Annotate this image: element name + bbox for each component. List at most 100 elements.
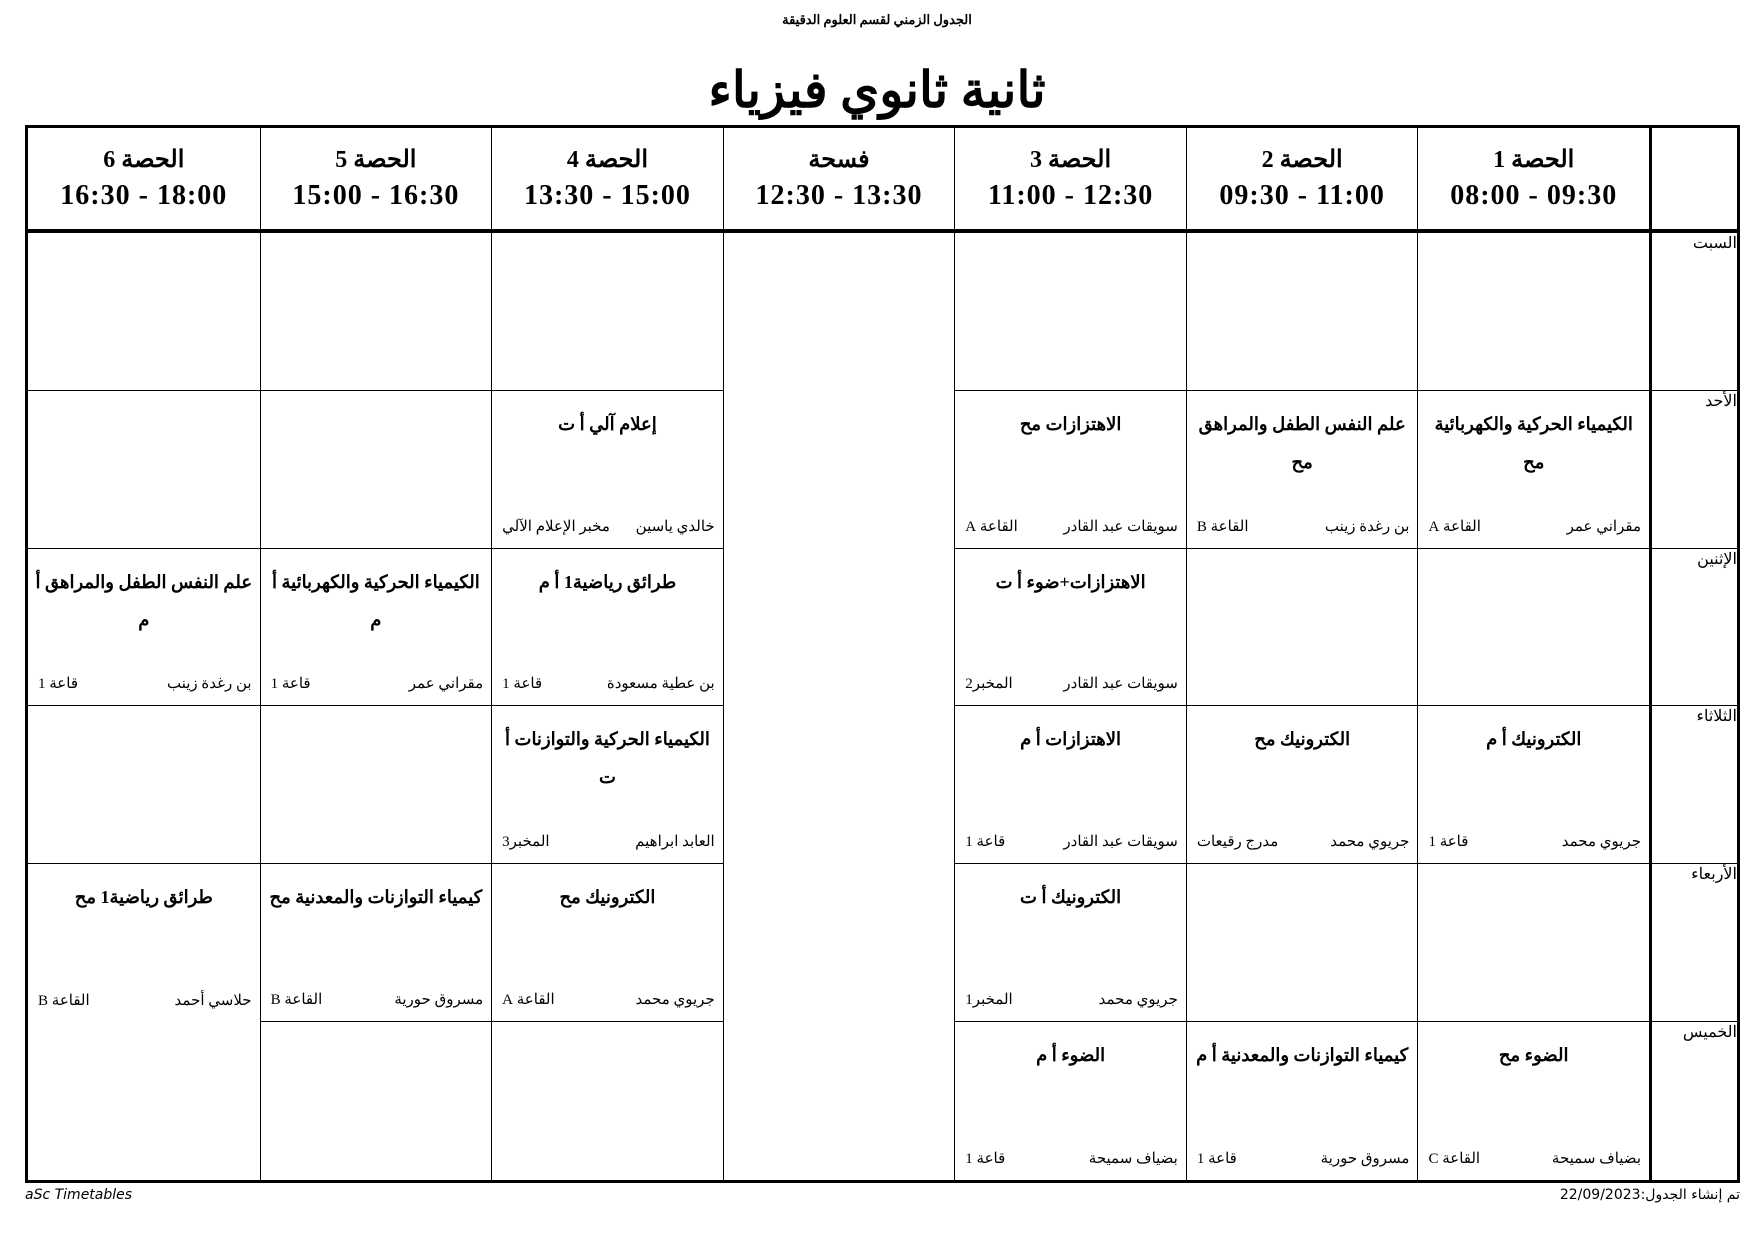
lesson-teacher: مسروق حورية [394, 992, 484, 1009]
lesson-cell[interactable]: كيمياء التوازنات والمعدنية مح مسروق حورية… [259, 864, 492, 1023]
lesson-cell[interactable]: الكيمياء الحركية والتوازنات أ ت العابد اب… [491, 706, 723, 865]
lesson-cell[interactable]: الضوء أ م بضياف سميحة قاعة 1 [954, 1022, 1186, 1180]
period-label: الحصة 2 [1261, 147, 1343, 173]
lesson-cell[interactable]: الاهتزازات مح سويقات عبد القادر القاعة A [954, 390, 1186, 549]
empty-cell [259, 390, 492, 549]
lesson-subject: علم النفس الطفل والمراهق مح [1198, 413, 1406, 472]
period-time: 08:00 - 09:30 [1450, 180, 1618, 211]
lesson-cell[interactable]: الكترونيك مح جريوي محمد مدرج رقيعات [1185, 706, 1418, 865]
break-column [722, 233, 955, 1180]
department-caption: الجدول الزمني لقسم العلوم الدقيقة [782, 12, 972, 27]
empty-cell [491, 233, 723, 391]
lesson-teacher: جريوي محمد [1561, 834, 1641, 851]
lesson-room: قاعة 1 [1196, 1150, 1237, 1167]
empty-cell [491, 1022, 723, 1180]
empty-cell [1417, 864, 1649, 1023]
day-label-cell: الخميس [1649, 1022, 1737, 1180]
lesson-room: قاعة 1 [38, 676, 78, 693]
footer-created-date: تم إنشاء الجدول:22/09/2023 [1559, 1187, 1740, 1203]
lesson-room: قاعة 1 [965, 834, 1006, 851]
lesson-teacher: بن رغدة زينب [166, 676, 252, 693]
lesson-room: المخبر3 [502, 834, 550, 851]
lesson-teacher: سويقات عبد القادر [1063, 518, 1178, 535]
header-period-1: الحصة 1 08:00 - 09:30 [1417, 128, 1649, 233]
period-time: 13:30 - 15:00 [523, 180, 691, 211]
period-label: الحصة 1 [1493, 147, 1575, 173]
empty-cell [28, 1022, 260, 1180]
lesson-cell[interactable]: الاهتزازات+ضوء أ ت سويقات عبد القادر المخب… [954, 548, 1186, 707]
lesson-room: قاعة 1 [502, 676, 543, 693]
lesson-subject: الكترونيك أ ت [1020, 887, 1122, 908]
lesson-cell[interactable]: الاهتزازات أ م سويقات عبد القادر قاعة 1 [954, 706, 1186, 865]
day-label-cell: الأحد [1649, 390, 1737, 549]
lesson-teacher: خالدي ياسين [635, 518, 715, 535]
empty-cell [28, 233, 260, 391]
lesson-cell[interactable]: الكيمياء الحركية والكهربائية مح مقراني عم… [1417, 390, 1649, 549]
lesson-cell[interactable]: طرائق رياضية1 أ م بن عطية مسعودة قاعة 1 [491, 548, 723, 707]
header-period-4: الحصة 4 13:30 - 15:00 [491, 128, 723, 233]
lesson-cell[interactable]: الكترونيك أ ت جريوي محمد المخبر1 [954, 864, 1186, 1023]
lesson-subject: الضوء مح [1498, 1045, 1569, 1066]
empty-cell [954, 233, 1186, 391]
day-name: الأحد [1705, 392, 1737, 410]
day-name: الأربعاء [1691, 866, 1737, 884]
lesson-room: القاعة A [965, 518, 1018, 535]
lesson-subject: الكترونيك مح [559, 887, 656, 908]
day-name: الخميس [1682, 1024, 1737, 1042]
lesson-teacher: جريوي محمد [635, 992, 715, 1009]
lesson-subject: علم النفس الطفل والمراهق أ م [35, 571, 253, 630]
corner-cell [1649, 128, 1737, 233]
lesson-room: القاعة A [502, 992, 555, 1009]
period-time: 15:00 - 16:30 [292, 180, 460, 211]
lesson-teacher: سويقات عبد القادر [1063, 834, 1178, 851]
lesson-cell[interactable]: الكترونيك أ م جريوي محمد قاعة 1 [1417, 706, 1649, 865]
period-label: الحصة 6 [103, 147, 185, 173]
lesson-cell[interactable]: علم النفس الطفل والمراهق أ م بن رغدة زينب… [28, 549, 260, 707]
lesson-subject: كيمياء التوازنات والمعدنية أ م [1196, 1045, 1409, 1066]
lesson-room: المخبر2 [965, 676, 1013, 693]
empty-cell [1417, 548, 1649, 707]
header-period-3: الحصة 3 11:00 - 12:30 [954, 128, 1186, 233]
lesson-subject: إعلام آلي أ ت [558, 413, 657, 434]
empty-cell [259, 233, 492, 391]
timetable-grid: الحصة 1 08:00 - 09:30 الحصة 2 09:30 - 11:00… [25, 125, 1740, 1183]
lesson-subject: الاهتزازات أ م [1020, 729, 1122, 750]
period-time: 11:00 - 12:30 [987, 180, 1154, 211]
lesson-room: مدرج رقيعات [1196, 834, 1279, 851]
day-name: الإثنين [1697, 550, 1737, 568]
header-period-5: الحصة 5 15:00 - 16:30 [259, 128, 492, 233]
lesson-room: القاعة A [1428, 518, 1481, 535]
lesson-cell[interactable]: كيمياء التوازنات والمعدنية أ م مسروق حوري… [1185, 1022, 1418, 1180]
lesson-room: القاعة B [1196, 518, 1249, 535]
lesson-teacher: بضياف سميحة [1551, 1150, 1641, 1167]
lesson-subject: الضوء أ م [1036, 1045, 1106, 1066]
lesson-subject: الكيمياء الحركية والتوازنات أ ت [505, 729, 710, 788]
lesson-teacher: مقراني عمر [1566, 518, 1641, 535]
lesson-cell[interactable]: إعلام آلي أ ت خالدي ياسين مخبر الإعلام الآ… [491, 390, 723, 549]
lesson-subject: طرائق رياضية1 مح [74, 887, 213, 908]
lesson-subject: كيمياء التوازنات والمعدنية مح [269, 887, 483, 908]
empty-cell [1185, 548, 1418, 707]
lesson-teacher: حلاسي أحمد [174, 993, 252, 1010]
lesson-cell[interactable]: الكيمياء الحركية والكهربائية أ م مقراني ع… [259, 548, 492, 707]
lesson-subject: الكيمياء الحركية والكهربائية مح [1434, 413, 1633, 472]
day-label-cell: السبت [1649, 233, 1737, 391]
lesson-room: القاعة C [1428, 1150, 1481, 1167]
lesson-room: قاعة 1 [270, 676, 311, 693]
lesson-cell[interactable]: الضوء مح بضياف سميحة القاعة C [1417, 1022, 1649, 1180]
lesson-cell[interactable]: الكترونيك مح جريوي محمد القاعة A [491, 864, 723, 1023]
header-break: فسحة 12:30 - 13:30 [722, 128, 955, 233]
lesson-subject: طرائق رياضية1 أ م [538, 571, 677, 592]
lesson-room: قاعة 1 [1428, 834, 1469, 851]
period-time: 09:30 - 11:00 [1219, 180, 1385, 211]
lesson-cell[interactable]: طرائق رياضية1 مح حلاسي أحمد القاعة B [28, 864, 260, 1022]
empty-cell [28, 391, 260, 549]
lesson-room: المخبر1 [965, 992, 1013, 1009]
day-label-cell: الثلاثاء [1649, 706, 1737, 865]
period-label: الحصة 4 [566, 147, 649, 173]
empty-cell [28, 706, 260, 865]
lesson-room: قاعة 1 [965, 1150, 1006, 1167]
lesson-subject: الكيمياء الحركية والكهربائية أ م [271, 571, 480, 630]
lesson-cell[interactable]: علم النفس الطفل والمراهق مح بن رغدة زينب ا… [1185, 390, 1418, 549]
lesson-teacher: بن رغدة زينب [1324, 518, 1410, 535]
